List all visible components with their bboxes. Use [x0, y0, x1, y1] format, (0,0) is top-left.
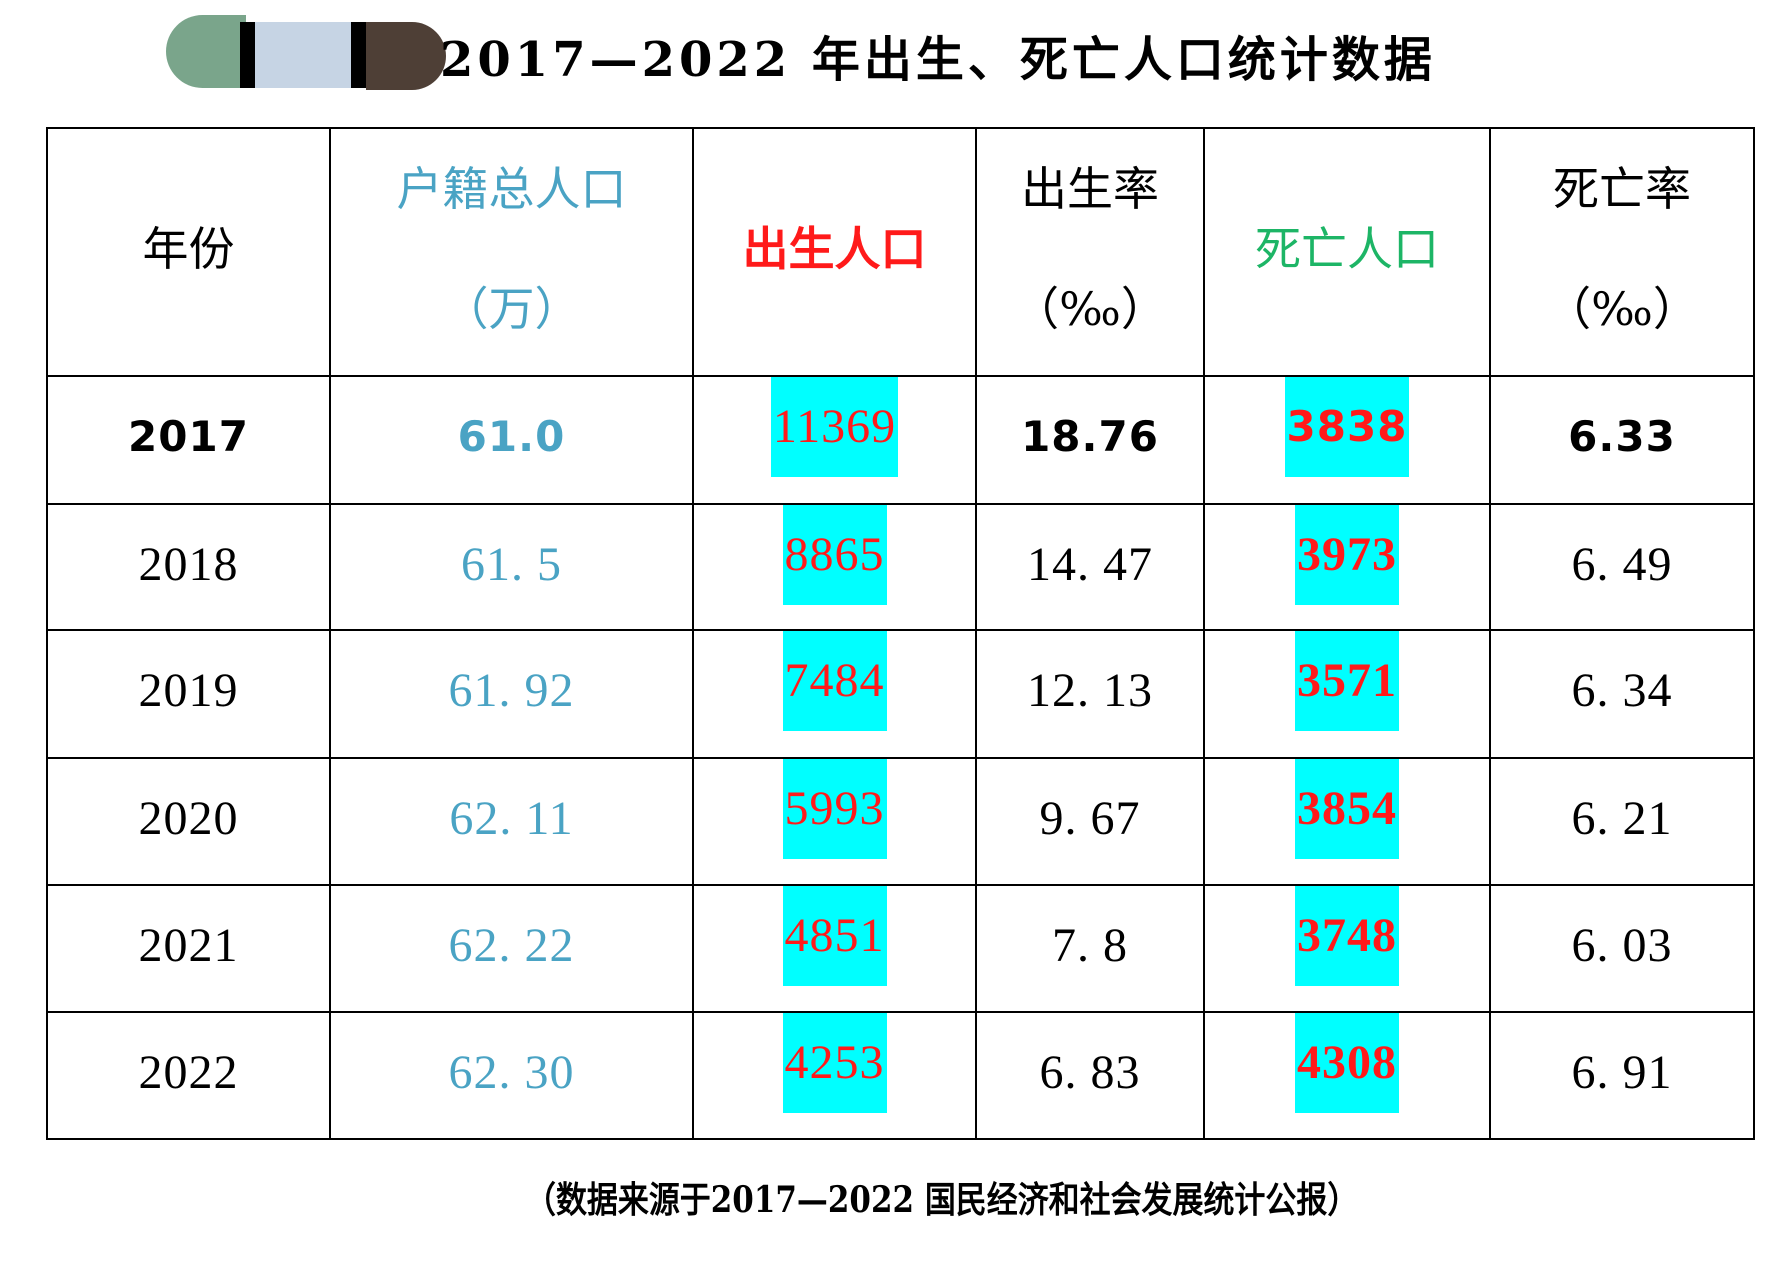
table-row: 2017 61.0 11369 18.76 3838 6.33 — [46, 375, 1755, 505]
brown-segment — [366, 22, 446, 90]
header-birth-rate: 出生率 （‰） — [975, 127, 1205, 377]
highlight: 8865 — [782, 505, 887, 605]
cell-deaths: 3854 — [1203, 757, 1491, 886]
highlight: 4253 — [782, 1013, 887, 1113]
cell-population: 61.0 — [329, 375, 694, 505]
cell-deaths: 3838 — [1203, 375, 1491, 505]
cell-death-rate: 6.33 — [1489, 375, 1755, 505]
header-deaths: 死亡人口 — [1203, 127, 1491, 377]
highlight: 3571 — [1295, 631, 1399, 731]
statistics-table: 年份 户籍总人口 （万） 出生人口 出生率 （‰） 死亡人口 死亡率 （‰） 2… — [46, 127, 1755, 1140]
cell-birth-rate: 14. 47 — [975, 503, 1205, 631]
cell-births: 11369 — [692, 375, 977, 505]
cell-death-rate: 6. 34 — [1489, 629, 1755, 759]
cell-year: 2017 — [46, 375, 331, 505]
cell-population: 62. 22 — [329, 884, 694, 1013]
table-row: 2018 61. 5 8865 14. 47 3973 6. 49 — [46, 503, 1755, 631]
cell-year: 2018 — [46, 503, 331, 631]
cell-birth-rate: 9. 67 — [975, 757, 1205, 886]
highlight: 3838 — [1284, 377, 1410, 477]
cell-population: 61. 92 — [329, 629, 694, 759]
cell-population: 62. 30 — [329, 1011, 694, 1140]
cell-births: 5993 — [692, 757, 977, 886]
cell-deaths: 3571 — [1203, 629, 1491, 759]
cell-death-rate: 6. 03 — [1489, 884, 1755, 1013]
cell-death-rate: 6. 91 — [1489, 1011, 1755, 1140]
header-population: 户籍总人口 （万） — [329, 127, 694, 377]
cell-year: 2021 — [46, 884, 331, 1013]
cell-death-rate: 6. 21 — [1489, 757, 1755, 886]
cell-deaths: 4308 — [1203, 1011, 1491, 1140]
highlight: 5993 — [782, 759, 887, 859]
header-births: 出生人口 — [692, 127, 977, 377]
header-year: 年份 — [46, 127, 331, 377]
highlight: 3748 — [1295, 886, 1399, 986]
table-row: 2019 61. 92 7484 12. 13 3571 6. 34 — [46, 629, 1755, 759]
data-source-note: （数据来源于2017—2022 国民经济和社会发展统计公报） — [525, 1179, 1359, 1221]
highlight: 3973 — [1295, 505, 1399, 605]
cell-year: 2022 — [46, 1011, 331, 1140]
cell-births: 8865 — [692, 503, 977, 631]
cell-births: 4851 — [692, 884, 977, 1013]
blue-segment — [255, 22, 351, 88]
cell-birth-rate: 6. 83 — [975, 1011, 1205, 1140]
highlight: 11369 — [770, 377, 899, 477]
cell-deaths: 3748 — [1203, 884, 1491, 1013]
cell-death-rate: 6. 49 — [1489, 503, 1755, 631]
cell-population: 62. 11 — [329, 757, 694, 886]
cell-population: 61. 5 — [329, 503, 694, 631]
black-divider — [351, 22, 366, 88]
header-death-rate: 死亡率 （‰） — [1489, 127, 1755, 377]
cell-year: 2020 — [46, 757, 331, 886]
title-banner: 2017—2022 年出生、死亡人口统计数据 — [0, 0, 1791, 110]
cell-births: 4253 — [692, 1011, 977, 1140]
table-header-row: 年份 户籍总人口 （万） 出生人口 出生率 （‰） 死亡人口 死亡率 （‰） — [46, 127, 1755, 377]
highlight: 4851 — [782, 886, 887, 986]
cell-deaths: 3973 — [1203, 503, 1491, 631]
highlight: 7484 — [782, 631, 887, 731]
cell-births: 7484 — [692, 629, 977, 759]
page-title: 2017—2022 年出生、死亡人口统计数据 — [440, 32, 1436, 88]
table-row: 2022 62. 30 4253 6. 83 4308 6. 91 — [46, 1011, 1755, 1140]
cell-birth-rate: 18.76 — [975, 375, 1205, 505]
table-row: 2020 62. 11 5993 9. 67 3854 6. 21 — [46, 757, 1755, 886]
green-segment — [166, 15, 246, 88]
table-row: 2021 62. 22 4851 7. 8 3748 6. 03 — [46, 884, 1755, 1013]
highlight: 3854 — [1295, 759, 1399, 859]
highlight: 4308 — [1295, 1013, 1399, 1113]
black-divider — [240, 22, 255, 88]
cell-birth-rate: 7. 8 — [975, 884, 1205, 1013]
cell-birth-rate: 12. 13 — [975, 629, 1205, 759]
color-bar-decoration — [166, 15, 446, 90]
cell-year: 2019 — [46, 629, 331, 759]
